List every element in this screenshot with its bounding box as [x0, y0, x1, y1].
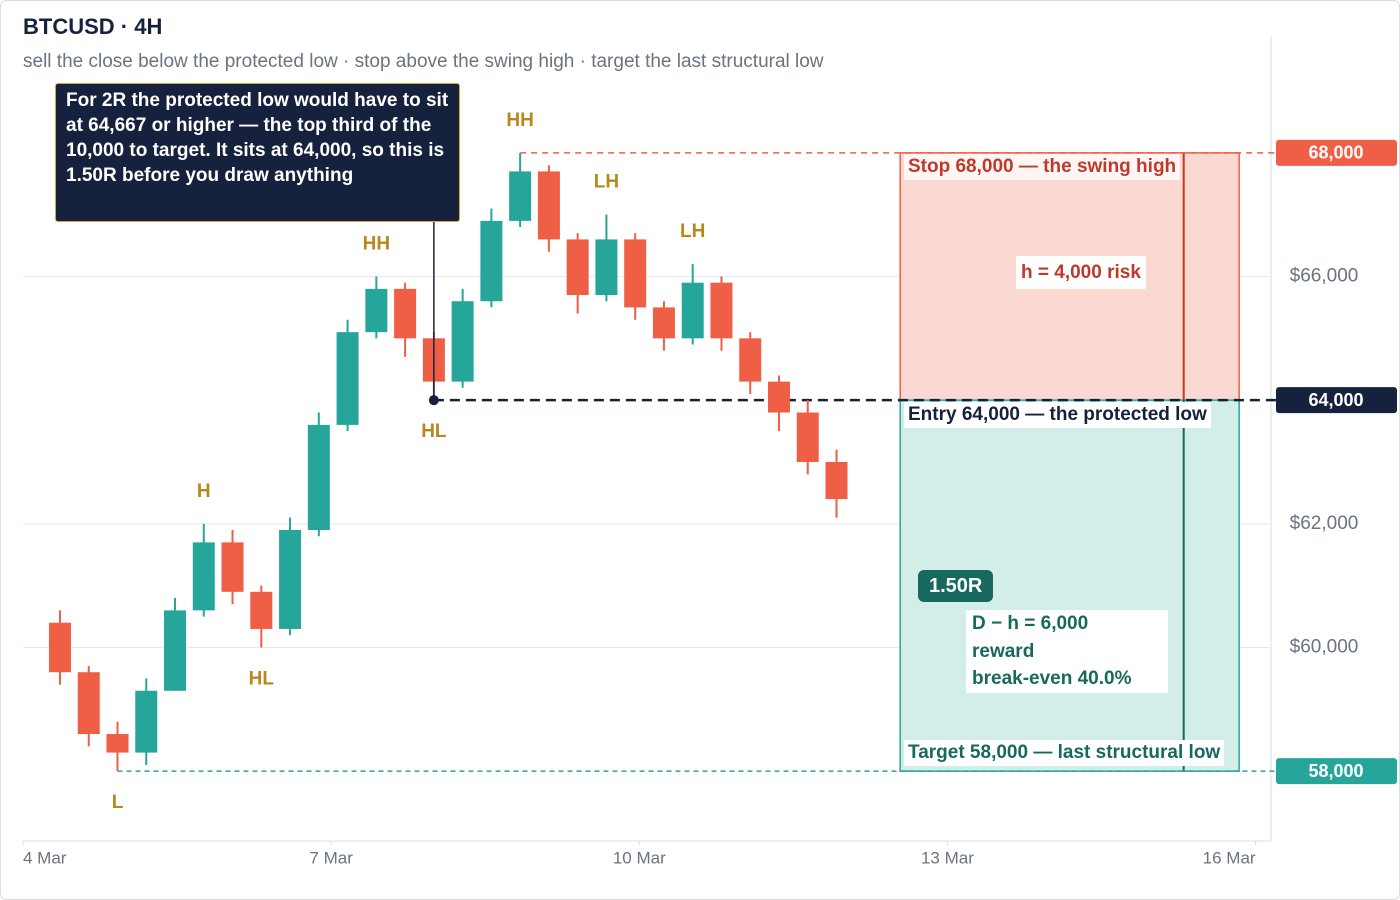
candle-body [77, 672, 100, 735]
candle-body [365, 288, 388, 333]
y-tick-label: $60,000 [1290, 636, 1359, 657]
candle-body [681, 282, 704, 339]
target-label: Target 58,000 — last structural low [904, 740, 1225, 766]
chart-subtitle: sell the close below the protected low ·… [23, 51, 824, 72]
risk-label: h = 4,000 risk [1016, 256, 1146, 289]
candle-body [307, 424, 330, 531]
candle-body [135, 690, 158, 753]
swing-label: HH [506, 110, 533, 131]
candle-body [250, 591, 273, 629]
annotation-point [428, 395, 439, 406]
candle-body [480, 220, 503, 302]
reward-box [966, 610, 1168, 693]
candle-body [336, 332, 359, 425]
swing-label: L [112, 792, 124, 813]
candle-body [106, 734, 129, 753]
x-tick-label: 13 Mar [921, 848, 974, 867]
price-tag [1276, 758, 1397, 785]
candle-body [566, 239, 589, 296]
reward-label: D − h = 6,000 reward [972, 613, 1089, 662]
x-tick-label: 4 Mar [23, 848, 67, 867]
swing-label: HL [421, 421, 447, 442]
candle-body [796, 412, 819, 462]
breakeven-label: break-even 40.0% [972, 668, 1132, 689]
chart-title: BTCUSD · 4H [23, 14, 162, 39]
r-badge: 1.50R [918, 570, 994, 602]
candle-body [624, 239, 647, 308]
candle-body [509, 171, 532, 221]
price-tag-label: 58,000 [1308, 761, 1363, 781]
swing-label: LH [594, 172, 619, 193]
candle-body [825, 461, 848, 500]
x-tick-label: 10 Mar [613, 848, 666, 867]
candle-body [767, 381, 790, 413]
y-tick-label: $66,000 [1290, 266, 1359, 287]
swing-label: H [197, 481, 211, 502]
candle-body [48, 622, 71, 673]
swing-label: LH [680, 221, 705, 242]
entry-label: Entry 64,000 — the protected low [904, 402, 1211, 428]
annotation: For 2R the protected low would have to s… [55, 83, 460, 222]
candle-body [164, 610, 187, 691]
price-tag [1276, 139, 1397, 166]
candle-body [451, 301, 474, 382]
candle-body [537, 171, 560, 240]
candle-body [652, 307, 675, 339]
candle-body [710, 282, 733, 339]
candle-body [739, 338, 762, 382]
candle-body [595, 239, 618, 296]
candle-body [192, 542, 215, 611]
x-tick-label: 16 Mar [1203, 848, 1256, 867]
candle-body [279, 530, 302, 629]
swing-label: HL [249, 668, 275, 689]
x-tick-label: 7 Mar [309, 848, 353, 867]
price-tag-label: 64,000 [1308, 390, 1363, 410]
price-tag [1276, 387, 1397, 414]
candle-body [221, 542, 244, 592]
y-tick-label: $62,000 [1290, 513, 1359, 534]
price-tag-label: 68,000 [1308, 143, 1363, 163]
stop-label: Stop 68,000 — the swing high [904, 154, 1181, 180]
swing-label: HH [363, 234, 390, 255]
candle-body [394, 288, 417, 339]
